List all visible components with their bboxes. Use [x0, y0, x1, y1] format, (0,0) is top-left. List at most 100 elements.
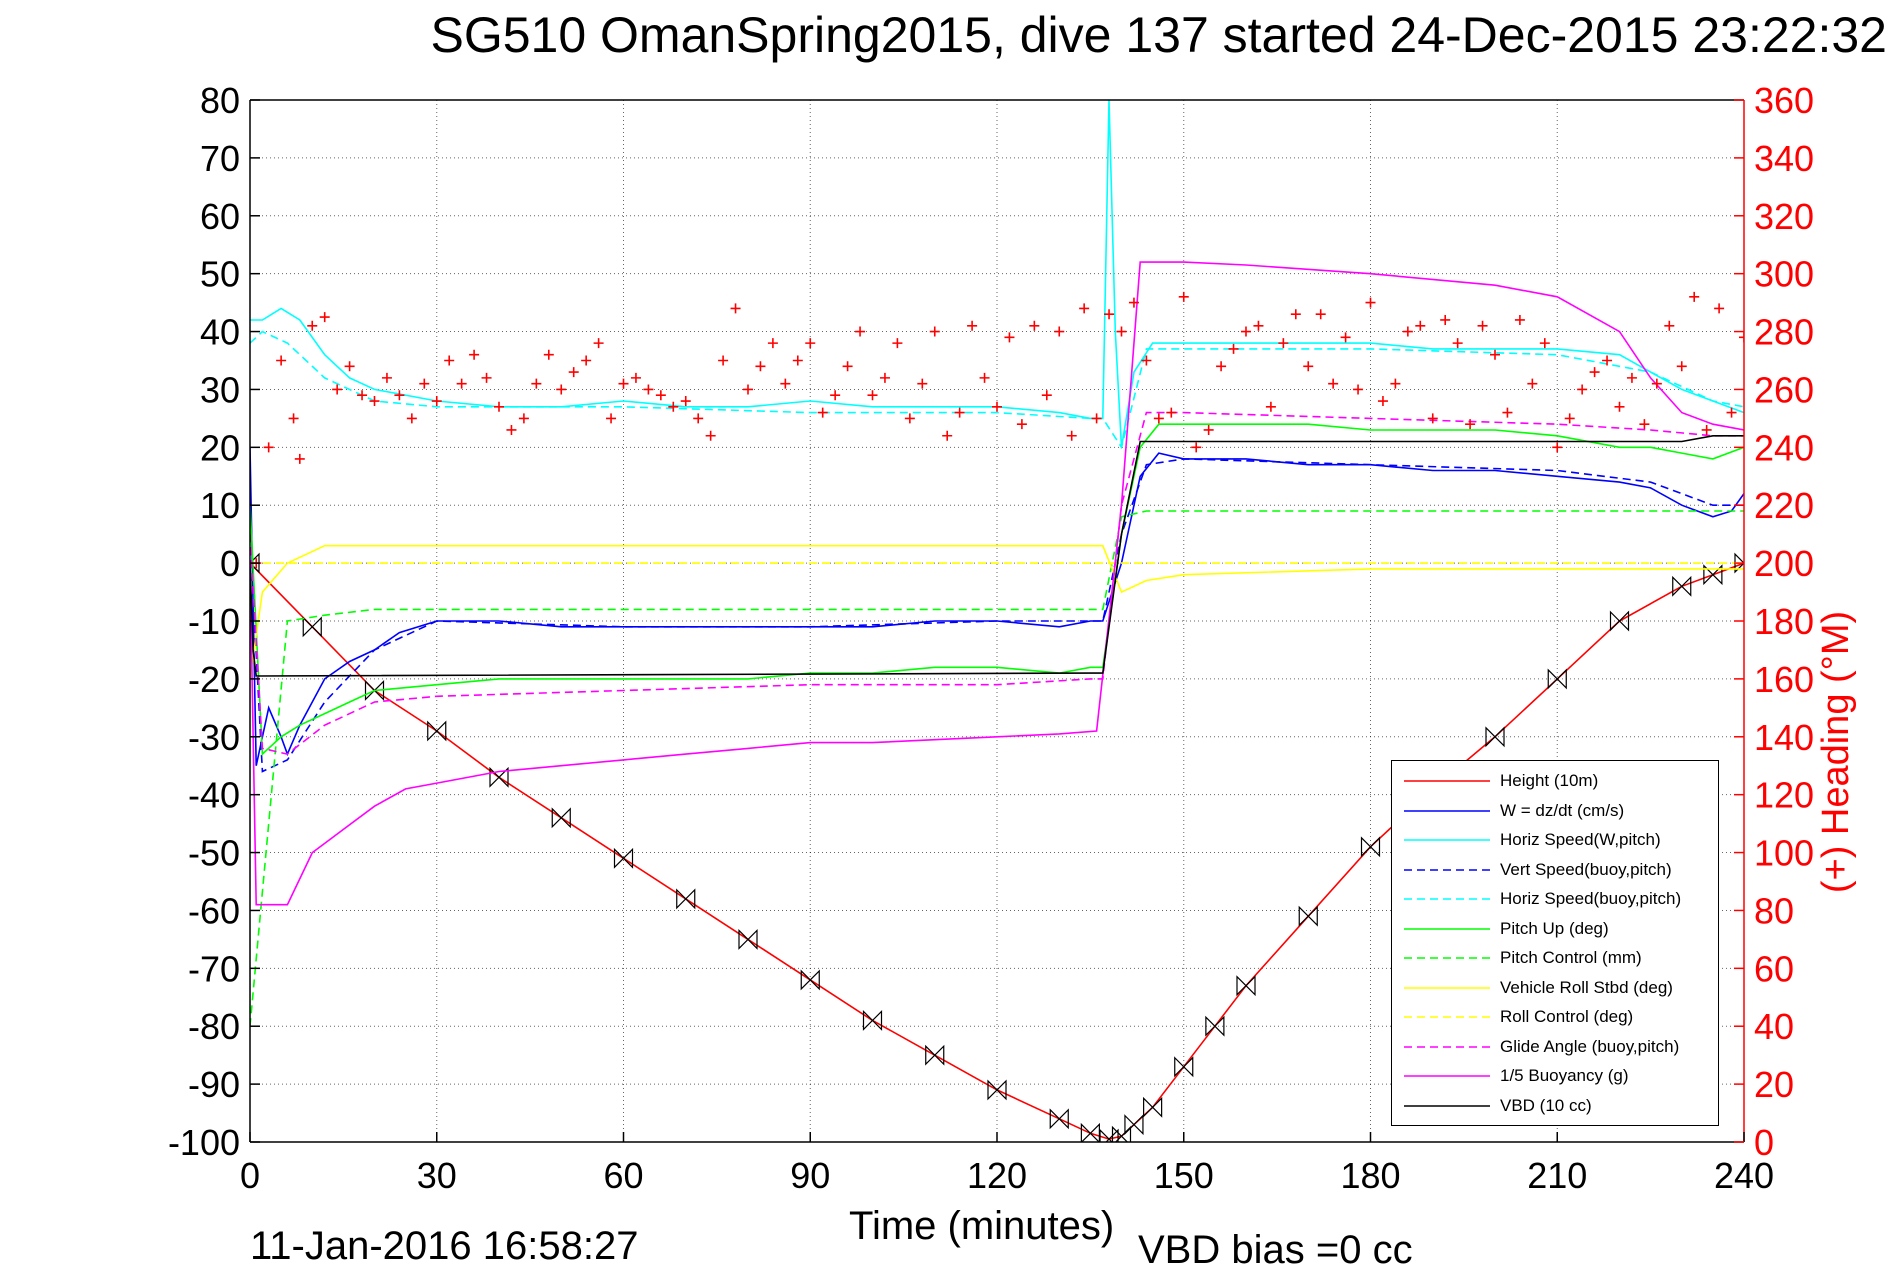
- heading-point: [929, 326, 940, 337]
- series-line-horiz_w: [250, 100, 1744, 448]
- heading-point: [1676, 361, 1687, 372]
- series-line-pitch_ctl: [250, 510, 1744, 1027]
- series-line-w: [250, 447, 1744, 766]
- legend-swatch: [1404, 868, 1490, 871]
- height-marker: [1703, 564, 1723, 586]
- height-marker: [1080, 1122, 1100, 1142]
- heading-point: [1066, 430, 1077, 441]
- heading-point: [1315, 309, 1326, 320]
- height-marker: [1734, 552, 1744, 574]
- heading-point: [668, 401, 679, 412]
- y2-tick-label: 280: [1754, 312, 1814, 353]
- y-tick-label: -40: [188, 775, 240, 816]
- heading-point: [1577, 384, 1588, 395]
- y2-tick-label: 220: [1754, 485, 1814, 526]
- legend-entry-buoyancy: 1/5 Buoyancy (g): [1392, 1064, 1718, 1088]
- heading-point: [1589, 367, 1600, 378]
- y2-tick-label: 120: [1754, 775, 1814, 816]
- y-tick-label: -20: [188, 659, 240, 700]
- legend-label: W = dz/dt (cm/s): [1500, 800, 1625, 820]
- series-line-buoyancy: [250, 261, 1744, 906]
- heading-point: [792, 355, 803, 366]
- legend-swatch: [1404, 839, 1490, 841]
- legend-label: Vert Speed(buoy,pitch): [1500, 859, 1672, 879]
- y-tick-label: 10: [200, 485, 240, 526]
- y2-tick-label: 80: [1754, 890, 1794, 931]
- heading-point: [469, 349, 480, 360]
- heading-point: [1290, 309, 1301, 320]
- heading-point: [406, 413, 417, 424]
- heading-point: [1278, 338, 1289, 349]
- heading-point: [1527, 378, 1538, 389]
- heading-point: [1303, 361, 1314, 372]
- heading-point: [1689, 291, 1700, 302]
- x-tick-label: 150: [1154, 1155, 1214, 1196]
- legend: Height (10m) W = dz/dt (cm/s) Horiz Speed(…: [1391, 760, 1719, 1126]
- legend-swatch: [1404, 927, 1490, 930]
- legend-label: Horiz Speed(buoy,pitch): [1500, 889, 1682, 908]
- height-marker: [427, 720, 447, 742]
- x-tick-label: 90: [790, 1155, 830, 1196]
- legend-label: VBD (10 cc): [1500, 1095, 1592, 1115]
- height-marker: [613, 847, 634, 869]
- legend-swatch: [1404, 986, 1490, 989]
- x-tick-label: 210: [1527, 1155, 1587, 1196]
- legend-label: Roll Control (deg): [1500, 1007, 1634, 1026]
- heading-point: [344, 361, 355, 372]
- heading-point: [655, 390, 666, 401]
- tick-labels: 0 30 60 90 120 150 180 210 240-100-90-80-70-60-5…: [168, 80, 1814, 1196]
- y2-axis-label: (+) Heading (°M): [1815, 611, 1857, 893]
- heading-point: [1602, 355, 1613, 366]
- height-marker: [1360, 836, 1381, 858]
- legend-entry-horiz_buoy: Horiz Speed(buoy,pitch): [1392, 887, 1718, 911]
- height-marker: [1111, 1125, 1132, 1142]
- heading-point: [1390, 378, 1401, 389]
- y-tick-label: 60: [200, 196, 240, 237]
- heading-point: [1651, 378, 1662, 389]
- y-tick-label: -30: [188, 717, 240, 758]
- legend-entry-roll: Vehicle Roll Stbd (deg): [1392, 976, 1718, 1000]
- heading-point: [1241, 326, 1251, 337]
- height-marker: [1124, 1114, 1144, 1136]
- heading-point: [1514, 314, 1525, 325]
- y2-tick-label: 180: [1754, 601, 1814, 642]
- legend-swatch: [1404, 780, 1490, 782]
- heading-point: [1564, 413, 1575, 424]
- y2-tick-label: 360: [1754, 80, 1814, 121]
- heading-point: [1191, 442, 1202, 453]
- legend-entry-horiz_w: Horiz Speed(W,pitch): [1392, 828, 1718, 852]
- x-tick-label: 240: [1714, 1155, 1774, 1196]
- legend-entry-w: W = dz/dt (cm/s): [1392, 799, 1718, 823]
- footer-vbd-bias: VBD bias =0 cc: [1138, 1228, 1413, 1272]
- heading-point: [288, 413, 299, 424]
- legend-label: Pitch Control (mm): [1500, 948, 1642, 967]
- legend-entry-vert_buoy: Vert Speed(buoy,pitch): [1392, 858, 1718, 882]
- legend-swatch: [1404, 1104, 1490, 1107]
- series-line-horiz_buoy: [250, 330, 1744, 450]
- heading-point: [1141, 355, 1152, 366]
- heading-point: [1477, 320, 1488, 331]
- series-line-roll: [250, 544, 1744, 680]
- heading-markers: [251, 291, 1744, 569]
- series-line-vbd: [250, 434, 1744, 677]
- height-marker: [1143, 1096, 1163, 1118]
- legend-label: Horiz Speed(W,pitch): [1500, 830, 1661, 849]
- x-tick-label: 180: [1340, 1155, 1400, 1196]
- heading-point: [1054, 326, 1065, 337]
- legend-entry-height: Height (10m): [1392, 769, 1718, 793]
- heading-point: [319, 312, 330, 323]
- heading-point: [543, 349, 554, 360]
- height-marker: [925, 1044, 945, 1066]
- y-tick-label: 30: [200, 369, 240, 410]
- y-tick-label: 0: [220, 543, 240, 584]
- heading-point: [767, 338, 778, 349]
- heading-point: [456, 378, 467, 389]
- heading-point: [618, 378, 629, 389]
- height-marker: [862, 1009, 883, 1031]
- heading-point: [879, 372, 890, 383]
- heading-point: [307, 320, 318, 331]
- heading-point: [606, 413, 617, 424]
- x-tick-label: 30: [417, 1155, 457, 1196]
- y-tick-label: -90: [188, 1064, 240, 1105]
- heading-point: [842, 361, 853, 372]
